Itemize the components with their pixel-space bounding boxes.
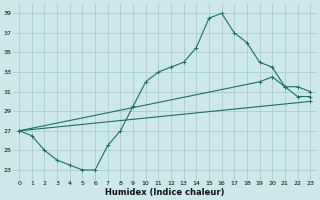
X-axis label: Humidex (Indice chaleur): Humidex (Indice chaleur) [105, 188, 224, 197]
